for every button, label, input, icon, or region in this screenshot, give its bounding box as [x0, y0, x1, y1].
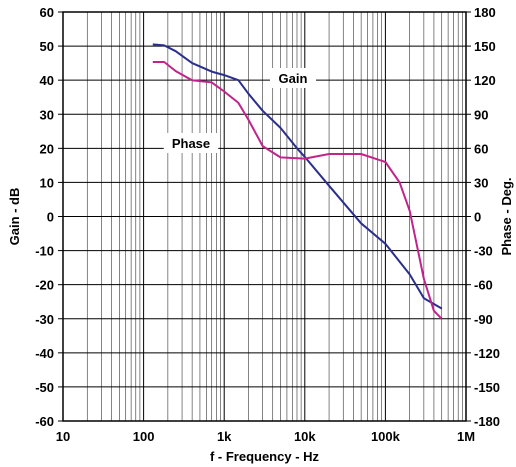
y-right-tick-label: -60 [474, 278, 493, 293]
y-right-tick-label: 0 [474, 210, 481, 225]
y-left-tick-label: -40 [35, 346, 54, 361]
y-right-tick-label: 180 [474, 5, 496, 20]
y-right-tick-label: -120 [474, 346, 500, 361]
y-left-tick-label: 60 [40, 5, 54, 20]
y-right-tick-label: -30 [474, 244, 493, 259]
y-left-tick-label: -30 [35, 312, 54, 327]
x-tick-label: 10 [56, 429, 70, 444]
x-tick-label: 1k [217, 429, 232, 444]
grid [62, 11, 466, 422]
y-right-tick-label: 120 [474, 73, 496, 88]
annotations: Gain Phase [163, 68, 316, 153]
annotation-phase: Phase [172, 136, 210, 151]
x-axis-title: f - Frequency - Hz [210, 449, 320, 464]
x-tick-label: 1M [457, 429, 475, 444]
y-left-tick-label: 0 [47, 210, 54, 225]
x-tick-label: 100 [133, 429, 155, 444]
annotation-gain: Gain [279, 71, 308, 86]
y-left-tick-label: -10 [35, 244, 54, 259]
y-right-tick-label: 90 [474, 107, 488, 122]
series-line-phase [152, 61, 443, 320]
series-lines [152, 43, 443, 320]
y-right-tick-label: 60 [474, 141, 488, 156]
y-left-tick-label: 20 [40, 141, 54, 156]
y-left-tick-label: -50 [35, 380, 54, 395]
y-axis-left-title: Gain - dB [7, 188, 22, 246]
y-right-tick-label: -90 [474, 312, 493, 327]
annotation-box-phase [163, 133, 219, 153]
y-left-tick-label: 40 [40, 73, 54, 88]
series-line-gain [152, 43, 443, 310]
axes [58, 11, 471, 422]
annotation-box-gain [270, 68, 316, 88]
x-tick-label: 10k [294, 429, 316, 444]
y-right-tick-label: 150 [474, 39, 496, 54]
x-tick-label: 100k [371, 429, 401, 444]
y-left-tick-label: -60 [35, 414, 54, 429]
y-right-tick-label: -150 [474, 380, 500, 395]
y-left-tick-label: 30 [40, 107, 54, 122]
y-right-tick-label: 30 [474, 175, 488, 190]
y-right-tick-label: -180 [474, 414, 500, 429]
y-left-tick-label: 10 [40, 175, 54, 190]
y-axis-right-title: Phase - Deg. [499, 177, 514, 255]
tick-labels: 6050403020100-10-20-30-40-50-60180150120… [35, 5, 500, 444]
y-left-tick-label: 50 [40, 39, 54, 54]
y-left-tick-label: -20 [35, 278, 54, 293]
